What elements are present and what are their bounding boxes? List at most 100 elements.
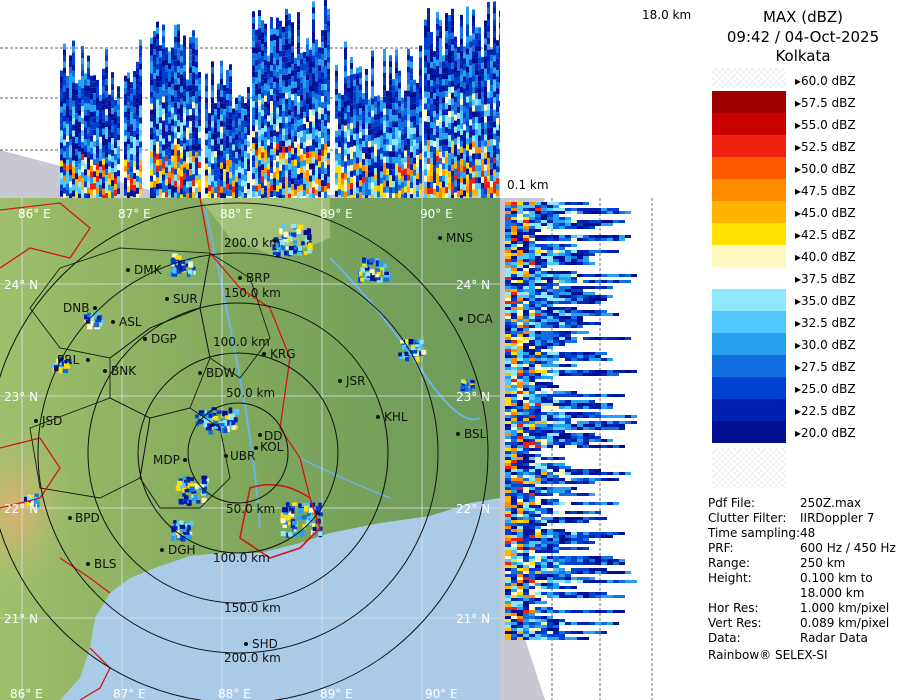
echo-cell xyxy=(583,394,589,397)
echo-cell xyxy=(433,147,436,154)
echo-cell xyxy=(195,151,198,158)
echo-cell xyxy=(517,331,523,334)
echo-cell xyxy=(276,173,279,180)
echo-cell xyxy=(511,526,517,529)
echo-cell xyxy=(162,84,165,91)
echo-cell xyxy=(63,133,66,140)
echo-cell xyxy=(165,107,168,114)
echo-cell xyxy=(362,141,365,148)
echo-cell xyxy=(288,169,291,176)
echo-cell xyxy=(255,131,258,138)
echo-cell xyxy=(282,170,285,177)
echo-cell xyxy=(523,562,529,565)
echo-cell xyxy=(565,202,571,205)
echo-cell xyxy=(380,177,383,184)
echo-cell xyxy=(583,358,589,361)
echo-cell xyxy=(69,157,72,164)
echo-cell xyxy=(589,424,595,427)
echo-cell xyxy=(294,81,297,88)
echo-cell xyxy=(472,87,475,94)
echo-cell xyxy=(559,259,565,262)
echo-cell xyxy=(315,87,318,94)
echo-cell xyxy=(235,182,238,189)
echo-cell xyxy=(541,256,547,259)
echo-cell xyxy=(505,463,511,466)
echo-cell xyxy=(78,121,81,128)
echo-cell xyxy=(291,88,294,95)
echo-cell xyxy=(517,487,523,490)
echo-cell xyxy=(583,373,589,376)
echo-cell xyxy=(217,89,220,96)
echo-cell xyxy=(427,56,430,63)
echo-cell xyxy=(223,187,226,194)
echo-cell xyxy=(383,126,386,133)
echo-cell xyxy=(99,172,102,179)
echo-cell xyxy=(347,105,350,112)
echo-cell xyxy=(133,167,136,174)
echo-cell xyxy=(535,253,541,256)
echo-cell xyxy=(335,184,338,191)
echo-cell xyxy=(478,27,481,34)
echo-cell xyxy=(481,98,484,105)
echo-cell xyxy=(553,556,559,559)
echo-cell xyxy=(565,295,571,298)
echo-cell xyxy=(294,189,297,196)
echo-cell xyxy=(211,67,214,74)
echo-cell xyxy=(171,77,174,84)
echo-cell xyxy=(523,337,529,340)
echo-cell xyxy=(264,179,267,186)
echo-cell xyxy=(294,105,297,112)
echo-cell xyxy=(571,301,577,304)
echo-cell xyxy=(505,319,511,322)
echo-cell xyxy=(335,142,338,149)
echo-cell xyxy=(505,202,511,205)
echo-cell xyxy=(338,123,341,130)
echo-cell xyxy=(327,20,330,27)
echo-cell xyxy=(523,454,529,457)
echo-cell xyxy=(267,145,270,152)
echo-cell xyxy=(226,147,229,154)
echo-cell xyxy=(505,517,511,520)
echo-cell xyxy=(72,142,75,149)
echo-cell xyxy=(139,111,142,118)
echo-cell xyxy=(511,472,517,475)
echo-cell xyxy=(303,99,306,106)
echo-cell xyxy=(96,103,99,110)
echo-cell xyxy=(565,400,571,403)
echo-cell xyxy=(211,139,214,146)
echo-cell xyxy=(535,475,541,478)
echo-cell xyxy=(499,130,500,137)
echo-cell xyxy=(183,191,186,198)
echo-cell xyxy=(312,55,315,62)
echo-cell xyxy=(297,42,300,49)
echo-cell xyxy=(442,61,445,68)
echo-cell xyxy=(192,150,195,157)
echo-cell xyxy=(505,550,511,553)
echo-cell xyxy=(365,176,368,183)
echo-cell xyxy=(189,61,192,68)
echo-cell xyxy=(505,499,511,502)
echo-cell xyxy=(511,445,517,448)
echo-cell xyxy=(78,139,81,146)
echo-cell xyxy=(511,451,517,454)
echo-cell xyxy=(153,37,156,44)
echo-cell xyxy=(565,325,571,328)
echo-cell xyxy=(195,49,198,56)
echo-cell xyxy=(324,156,327,163)
echo-cell xyxy=(529,514,535,517)
echo-cell xyxy=(309,49,312,56)
echo-cell xyxy=(247,135,250,142)
echo-cell xyxy=(457,172,460,179)
echo-cell xyxy=(589,559,595,562)
echo-cell xyxy=(105,187,108,194)
echo-cell xyxy=(454,96,457,103)
echo-cell xyxy=(541,517,547,520)
echo-cell xyxy=(117,110,120,117)
echo-cell xyxy=(150,139,153,146)
echo-cell xyxy=(547,271,553,274)
echo-cell xyxy=(195,73,198,80)
echo-cell xyxy=(571,208,577,211)
echo-cell xyxy=(220,156,223,163)
echo-cell xyxy=(338,183,341,190)
echo-cell xyxy=(595,535,601,538)
